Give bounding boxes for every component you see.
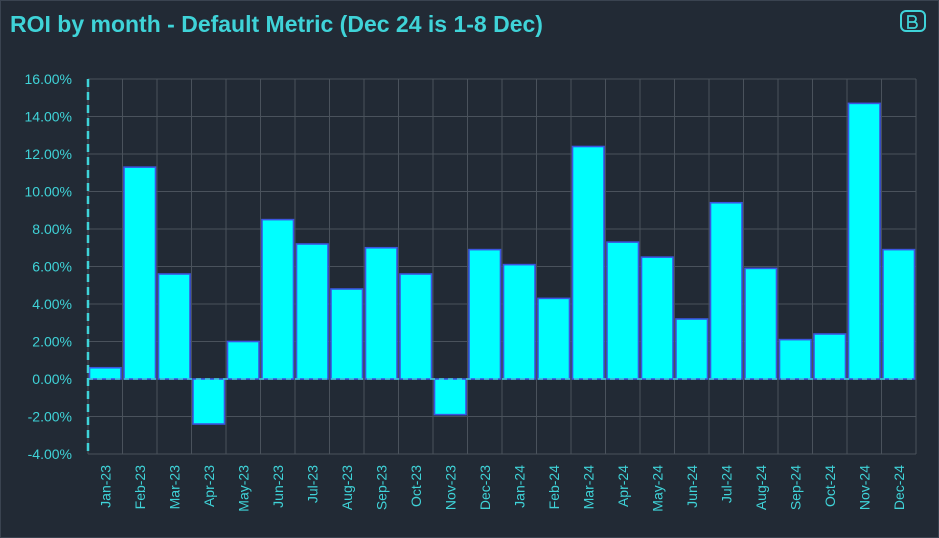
y-tick-label: 16.00%	[25, 71, 72, 87]
x-tick-label: Nov-23	[442, 465, 458, 510]
y-tick-label: -4.00%	[28, 446, 72, 462]
x-tick-label: Oct-23	[408, 465, 424, 507]
y-tick-label: 12.00%	[25, 146, 72, 162]
bar-dec-23	[468, 248, 502, 380]
x-tick-label: Nov-24	[856, 465, 872, 510]
bar-dec-24	[882, 248, 916, 380]
x-tick-label: Dec-24	[891, 465, 907, 510]
chart-title: ROI by month - Default Metric (Dec 24 is…	[10, 11, 543, 37]
y-tick-label: 6.00%	[32, 259, 72, 275]
x-tick-label: Mar-23	[166, 465, 182, 510]
bar-sep-23	[364, 246, 398, 380]
x-tick-label: Aug-24	[753, 465, 769, 510]
x-tick-label: Jun-24	[684, 465, 700, 508]
x-tick-label: Dec-23	[477, 465, 493, 510]
gridlines	[87, 78, 917, 455]
x-tick-label: Jan-23	[97, 465, 113, 508]
x-tick-label: Feb-23	[132, 465, 148, 510]
x-tick-label: Oct-24	[822, 465, 838, 507]
x-tick-label: Feb-24	[546, 465, 562, 510]
y-tick-label: 2.00%	[32, 334, 72, 350]
x-tick-label: May-23	[235, 465, 251, 512]
bars	[88, 102, 916, 425]
bar-feb-23	[123, 166, 157, 380]
bar-aug-23	[330, 288, 364, 380]
x-tick-label: Jul-24	[718, 465, 734, 503]
y-tick-label: 8.00%	[32, 221, 72, 237]
bar-jan-24	[502, 263, 536, 380]
bar-aug-24	[744, 267, 778, 380]
bar-sep-24	[778, 338, 812, 380]
axes	[86, 79, 916, 454]
bar-jun-24	[675, 318, 709, 380]
y-tick-label: 4.00%	[32, 296, 72, 312]
y-axis-tick-labels: 16.00% 14.00% 12.00% 10.00% 8.00% 6.00% 4.00% 2…	[25, 71, 72, 462]
bar-oct-23	[399, 273, 433, 380]
y-tick-label: 14.00%	[25, 109, 72, 125]
bar-jan-23	[88, 366, 122, 380]
y-tick-label: -2.00%	[28, 409, 72, 425]
x-tick-label: Mar-24	[580, 465, 596, 510]
x-tick-label: Aug-23	[339, 465, 355, 510]
y-tick-label: 10.00%	[25, 184, 72, 200]
bar-apr-23	[192, 378, 226, 425]
brand-logo-icon	[900, 10, 926, 32]
bar-mar-23	[157, 273, 191, 380]
bar-nov-24	[847, 102, 881, 380]
x-tick-label: May-24	[649, 465, 665, 512]
x-tick-label: Jul-23	[304, 465, 320, 503]
bar-mar-24	[571, 145, 605, 380]
bar-jun-23	[261, 218, 295, 380]
x-tick-label: Apr-24	[615, 465, 631, 507]
x-tick-label: Sep-24	[787, 465, 803, 510]
x-tick-label: Jan-24	[511, 465, 527, 508]
bar-feb-24	[537, 297, 571, 380]
bar-nov-23	[433, 378, 467, 416]
bar-jul-24	[709, 201, 743, 380]
bar-oct-24	[813, 333, 847, 380]
x-tick-label: Apr-23	[201, 465, 217, 507]
x-tick-label: Sep-23	[373, 465, 389, 510]
bar-jul-23	[295, 243, 329, 380]
x-tick-label: Jun-23	[270, 465, 286, 508]
bar-apr-24	[606, 241, 640, 380]
bar-may-23	[226, 340, 260, 380]
x-axis-tick-labels: Jan-23 Feb-23 Mar-23 Apr-23 May-23 Jun-23 Jul-…	[97, 465, 907, 512]
bar-may-24	[640, 256, 674, 380]
y-tick-label: 0.00%	[32, 371, 72, 387]
